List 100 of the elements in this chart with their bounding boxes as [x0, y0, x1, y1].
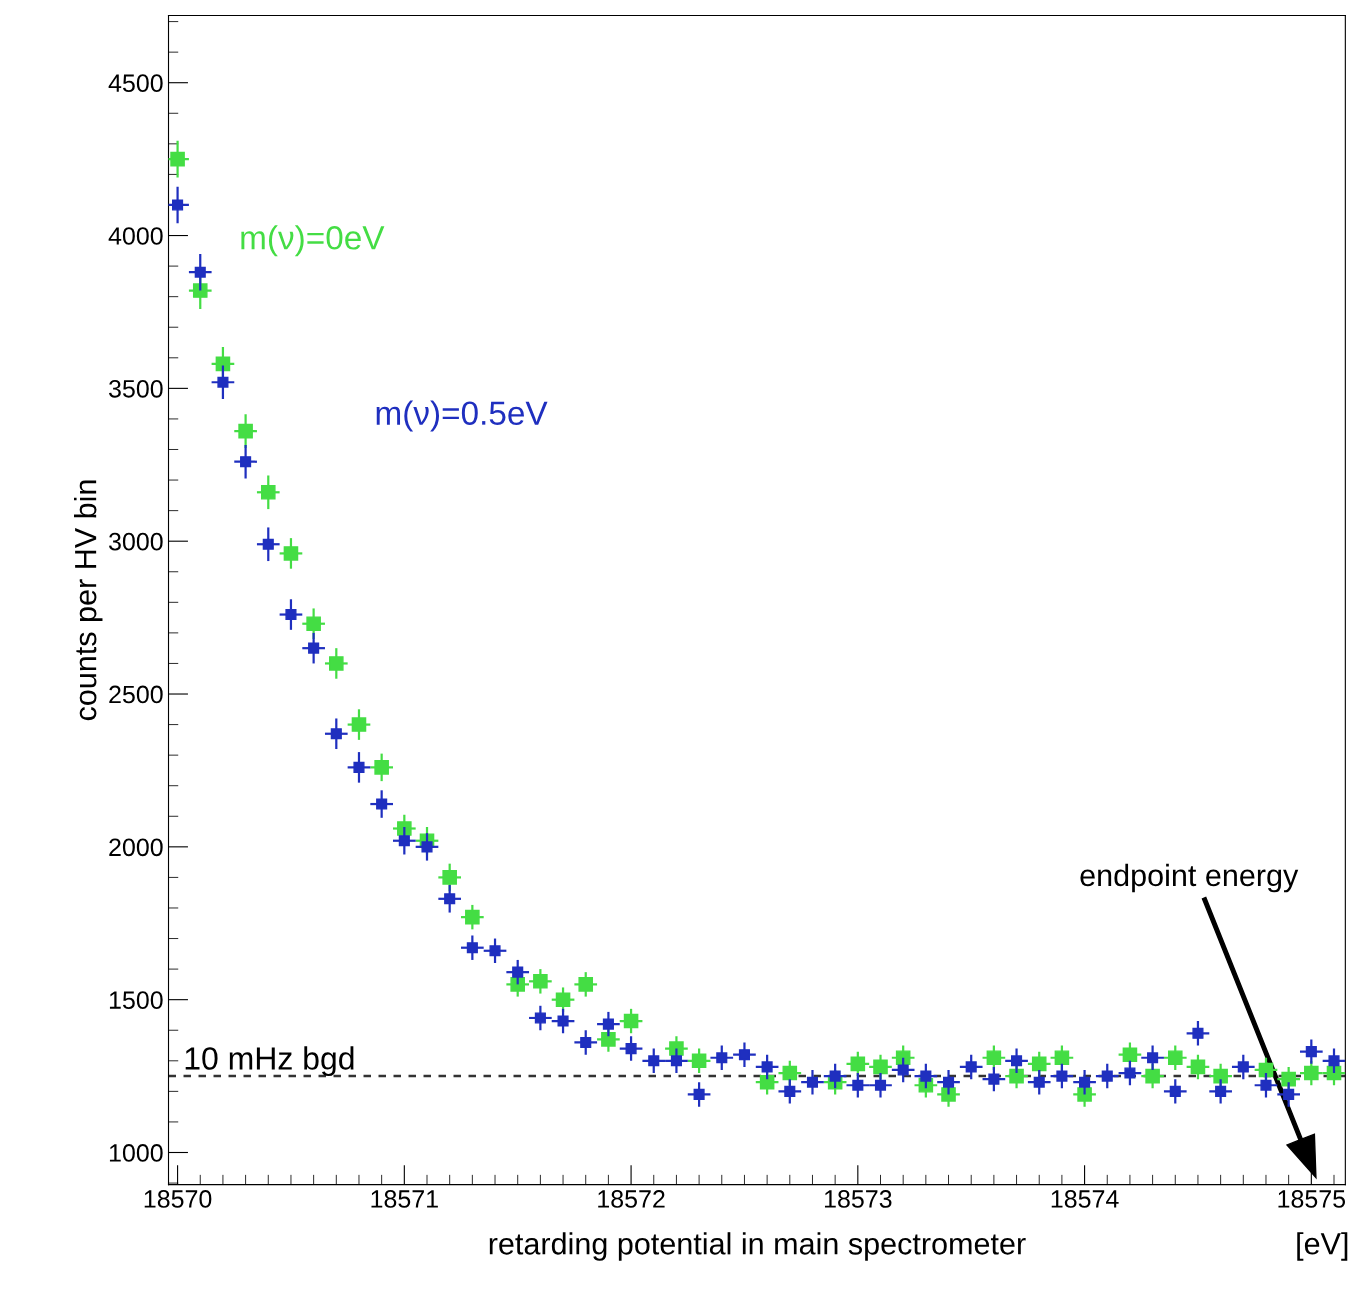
point [1056, 1070, 1068, 1082]
point [1009, 1068, 1024, 1084]
point [466, 942, 478, 954]
x-tick-label: 18572 [598, 1190, 665, 1208]
point [1237, 1061, 1249, 1073]
point [601, 1032, 616, 1047]
point [738, 1049, 751, 1061]
point [1031, 1056, 1047, 1072]
point [421, 841, 433, 853]
point [330, 728, 342, 740]
point [1283, 1088, 1295, 1100]
point [1260, 1079, 1272, 1091]
point [784, 1085, 796, 1097]
x-tick-label: 18575 [1278, 1190, 1346, 1208]
point [1169, 1085, 1181, 1097]
point [534, 1012, 546, 1024]
point [533, 974, 548, 989]
point [444, 893, 456, 905]
point [670, 1055, 682, 1067]
point [716, 1052, 728, 1064]
point [557, 1015, 569, 1027]
y-tick-label: 4000 [108, 227, 163, 245]
point [442, 870, 457, 885]
point [965, 1061, 977, 1073]
point [1304, 1065, 1319, 1081]
point [1145, 1068, 1160, 1084]
point [397, 821, 412, 836]
point [285, 608, 297, 621]
point [988, 1073, 1000, 1085]
point [376, 798, 388, 810]
point [1101, 1070, 1113, 1082]
point [172, 199, 184, 211]
point [170, 151, 185, 167]
point [489, 945, 501, 957]
point [580, 1036, 592, 1049]
point [852, 1079, 864, 1091]
point [1054, 1050, 1070, 1066]
point [238, 423, 253, 439]
y-tick-label: 4500 [108, 74, 163, 93]
point [194, 266, 206, 278]
y-tick-label: 1000 [109, 1144, 163, 1162]
ref-line-label: 10 mHz bgd [185, 1046, 354, 1077]
point [578, 977, 594, 992]
point [986, 1050, 1002, 1066]
point [602, 1018, 614, 1030]
point [623, 1013, 639, 1029]
point [512, 966, 524, 978]
x-tick-label: 18570 [144, 1190, 212, 1208]
point [1147, 1052, 1159, 1064]
point [829, 1070, 841, 1082]
y-tick-label: 2500 [109, 685, 163, 704]
point [240, 456, 252, 468]
x-tick-label: 18574 [1051, 1190, 1119, 1208]
point [555, 992, 571, 1007]
point [691, 1053, 707, 1069]
annotation: endpoint energy [1080, 863, 1299, 893]
point [329, 656, 344, 671]
point [465, 909, 480, 925]
x-axis-title: retarding potential in main spectrometer [489, 1232, 1026, 1261]
point [1305, 1046, 1317, 1058]
text: m(ν)=0.5eV [376, 400, 548, 432]
y-axis-title: counts per HV bin [74, 480, 103, 721]
point [806, 1076, 819, 1088]
y-tick-label: 3000 [108, 532, 163, 551]
y-tick-label: 3500 [108, 379, 163, 398]
point [693, 1088, 705, 1100]
point [761, 1061, 773, 1073]
point [353, 761, 365, 773]
point [1010, 1055, 1023, 1067]
y-tick-label: 1500 [109, 991, 163, 1009]
point [283, 546, 299, 561]
point [850, 1056, 866, 1072]
point [217, 376, 229, 388]
point [874, 1079, 887, 1091]
point [1281, 1071, 1296, 1087]
point [262, 538, 274, 550]
series-label: m(ν)=0eV [241, 225, 385, 257]
text: [eV] [1297, 1232, 1348, 1261]
point [260, 484, 276, 500]
point [1215, 1085, 1227, 1097]
point [510, 977, 525, 992]
point [1167, 1050, 1183, 1066]
point [648, 1055, 660, 1067]
point [1033, 1076, 1045, 1088]
point [192, 283, 208, 298]
point [942, 1076, 955, 1088]
point [782, 1065, 798, 1081]
point [308, 642, 320, 654]
point [1124, 1067, 1136, 1079]
point [351, 717, 367, 732]
x-tick-label: 18571 [371, 1190, 438, 1208]
point [374, 760, 389, 775]
point [897, 1064, 909, 1076]
y-tick-label: 2000 [109, 838, 163, 857]
point [1122, 1047, 1138, 1062]
point [1328, 1055, 1340, 1067]
point [398, 835, 410, 847]
point [625, 1043, 637, 1055]
point [873, 1059, 888, 1075]
point [1192, 1027, 1204, 1039]
